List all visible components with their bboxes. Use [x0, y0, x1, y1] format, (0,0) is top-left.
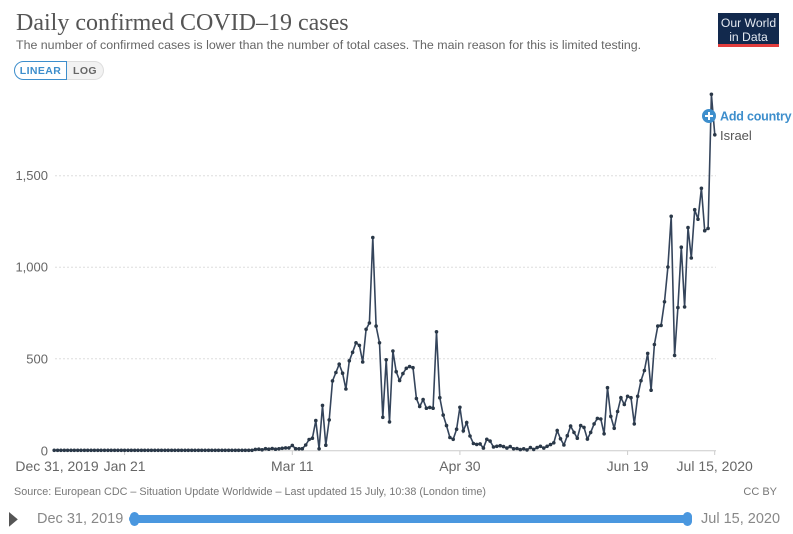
svg-text:Jul 15, 2020: Jul 15, 2020	[677, 458, 753, 474]
svg-text:Apr 30: Apr 30	[439, 458, 480, 474]
svg-text:500: 500	[26, 351, 48, 366]
svg-text:Mar 11: Mar 11	[271, 458, 314, 474]
svg-text:0: 0	[41, 443, 48, 458]
svg-text:1,000: 1,000	[15, 260, 48, 275]
svg-text:1,500: 1,500	[15, 168, 48, 183]
svg-text:Dec 31, 2019: Dec 31, 2019	[15, 458, 98, 474]
svg-text:Jun 19: Jun 19	[607, 458, 649, 474]
svg-text:Jan 21: Jan 21	[104, 458, 146, 474]
